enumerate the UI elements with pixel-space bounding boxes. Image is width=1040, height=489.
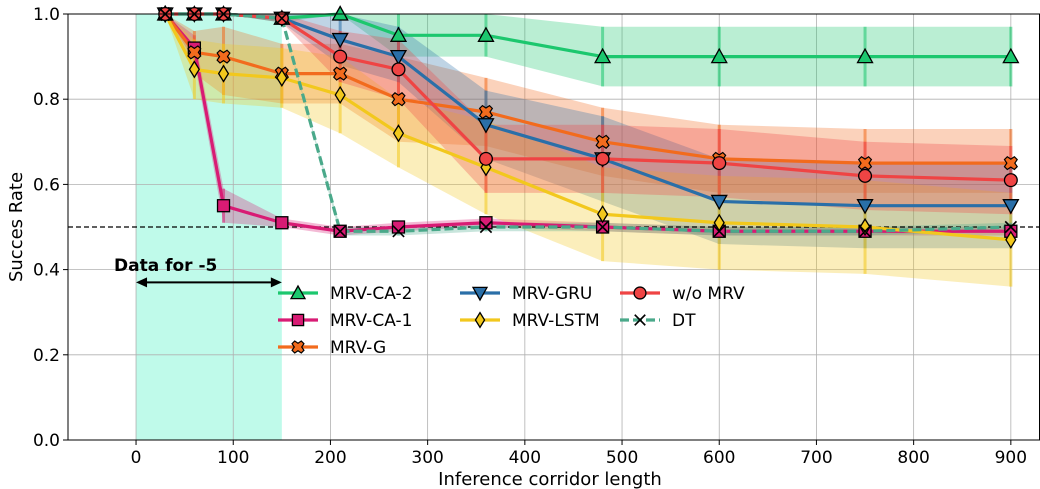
data-point-mrv-lstm xyxy=(276,68,288,88)
data-point-mrv-ca-1 xyxy=(216,199,231,213)
y-tick-label: 1.0 xyxy=(33,5,60,25)
legend-label-mrv-g: MRV-G xyxy=(330,338,386,358)
data-point-dt xyxy=(713,225,726,238)
data-point-w-o-mrv xyxy=(1003,173,1018,188)
data-point-mrv-gru xyxy=(477,118,495,134)
x-tick-label: 300 xyxy=(411,448,443,468)
legend-marker-mrv-ca-1 xyxy=(291,313,305,327)
data-point-dt xyxy=(1004,220,1018,234)
data-point-dt xyxy=(392,225,405,238)
legend-marker-w-o-mrv xyxy=(633,286,647,300)
y-tick-label: 0.8 xyxy=(33,90,60,110)
data-point-dt xyxy=(275,12,289,25)
legend-marker-mrv-ca-2 xyxy=(289,284,307,300)
annotation: Data for -5 xyxy=(114,256,282,288)
data-point-mrv-ca-1 xyxy=(275,216,289,230)
x-tick-label: 0 xyxy=(131,448,142,468)
data-point-w-o-mrv xyxy=(478,151,493,166)
confidence-band-mrv-gru xyxy=(165,14,1011,249)
data-point-mrv-gru xyxy=(1002,199,1020,215)
data-point-mrv-g xyxy=(595,134,610,149)
legend-item-w-o-mrv: w/o MRV xyxy=(620,284,745,304)
x-axis-label: Inference corridor length xyxy=(438,469,662,489)
data-point-mrv-gru xyxy=(331,32,349,49)
annotation-arrow-head-right xyxy=(270,277,282,288)
data-point-mrv-ca-2 xyxy=(331,5,349,21)
legend-item-mrv-ca-1: MRV-CA-1 xyxy=(278,311,412,331)
y-tick-label: 0.6 xyxy=(33,175,60,195)
legend-item-mrv-lstm: MRV-LSTM xyxy=(460,311,600,331)
legend-marker-mrv-g xyxy=(291,340,305,354)
x-tick-label: 700 xyxy=(800,448,832,468)
data-point-dt xyxy=(596,220,609,234)
data-point-w-o-mrv xyxy=(391,62,406,77)
data-point-mrv-ca-2 xyxy=(710,47,728,64)
data-point-mrv-g xyxy=(187,45,202,60)
data-point-mrv-lstm xyxy=(859,217,871,237)
data-point-dt xyxy=(858,225,872,238)
data-point-mrv-g xyxy=(1003,155,1018,171)
data-point-w-o-mrv xyxy=(858,168,873,183)
legend-label-mrv-ca-1: MRV-CA-1 xyxy=(330,311,412,331)
confidence-band-mrv-g xyxy=(165,14,1011,193)
data-point-mrv-g xyxy=(216,49,231,64)
data-point-mrv-lstm xyxy=(334,85,346,105)
data-point-w-o-mrv xyxy=(333,49,348,64)
series-markers xyxy=(156,4,1020,249)
data-point-mrv-ca-1 xyxy=(479,216,493,230)
data-point-mrv-gru xyxy=(710,194,728,211)
annotation-arrow-head-left xyxy=(136,277,148,288)
confidence-band-mrv-lstm xyxy=(165,14,1011,287)
data-point-mrv-g xyxy=(391,92,406,107)
legend-label-mrv-gru: MRV-GRU xyxy=(512,284,592,304)
data-point-mrv-gru xyxy=(856,199,874,215)
legend-marker-mrv-gru xyxy=(471,286,489,302)
x-tick-label: 400 xyxy=(509,448,541,468)
x-tick-label: 100 xyxy=(217,448,249,468)
data-point-mrv-lstm xyxy=(217,64,230,83)
data-point-mrv-lstm xyxy=(1005,230,1017,249)
tick-labels: 0 100 200 300 400 500 600 700 800 900 0.0 0.2 0.4 0.6… xyxy=(33,5,1027,468)
legend-label-mrv-ca-2: MRV-CA-2 xyxy=(330,284,412,304)
legend-item-dt: DT xyxy=(620,311,696,331)
legend-label-dt: DT xyxy=(672,311,696,331)
data-point-mrv-g xyxy=(333,66,348,81)
y-tick-label: 0.0 xyxy=(33,431,60,451)
legend-label-w-o-mrv: w/o MRV xyxy=(672,284,745,304)
data-point-mrv-gru xyxy=(389,49,408,66)
data-point-mrv-lstm xyxy=(392,124,405,143)
data-point-dt xyxy=(479,220,493,234)
legend-marker-mrv-lstm xyxy=(474,311,486,329)
data-point-w-o-mrv xyxy=(595,151,610,166)
data-point-mrv-g xyxy=(478,104,494,120)
legend-item-mrv-g: MRV-G xyxy=(278,338,386,358)
data-point-mrv-ca-2 xyxy=(389,26,408,42)
y-tick-label: 0.4 xyxy=(33,261,60,281)
data-point-mrv-ca-2 xyxy=(1002,47,1020,64)
legend-marker-dt xyxy=(634,314,646,326)
data-point-mrv-ca-2 xyxy=(477,26,495,42)
data-point-mrv-lstm xyxy=(596,205,609,224)
legend-item-mrv-ca-2: MRV-CA-2 xyxy=(278,284,412,304)
x-tick-label: 900 xyxy=(995,448,1027,468)
data-point-mrv-g xyxy=(857,155,873,171)
legend-item-mrv-gru: MRV-GRU xyxy=(460,284,592,304)
legend-label-mrv-lstm: MRV-LSTM xyxy=(512,311,600,331)
y-axis-label: Succes Rate xyxy=(6,172,27,282)
confidence-band-mrv-ca-2 xyxy=(165,14,1011,87)
x-tick-label: 500 xyxy=(606,448,638,468)
annotation-text: Data for -5 xyxy=(114,256,217,276)
data-point-mrv-lstm xyxy=(188,60,200,79)
legend: MRV-CA-2 MRV-CA-1 MRV-G MRV-GRU MRV-LSTM w/o … xyxy=(278,284,745,358)
data-point-mrv-ca-2 xyxy=(856,47,874,64)
data-point-dt xyxy=(333,225,347,238)
x-tick-label: 200 xyxy=(314,448,346,468)
data-point-mrv-ca-2 xyxy=(593,47,612,64)
data-point-mrv-ca-1 xyxy=(391,220,406,234)
y-tick-label: 0.2 xyxy=(33,346,60,366)
data-point-w-o-mrv xyxy=(712,156,727,171)
x-tick-label: 800 xyxy=(897,448,929,468)
x-tick-label: 600 xyxy=(703,448,735,468)
